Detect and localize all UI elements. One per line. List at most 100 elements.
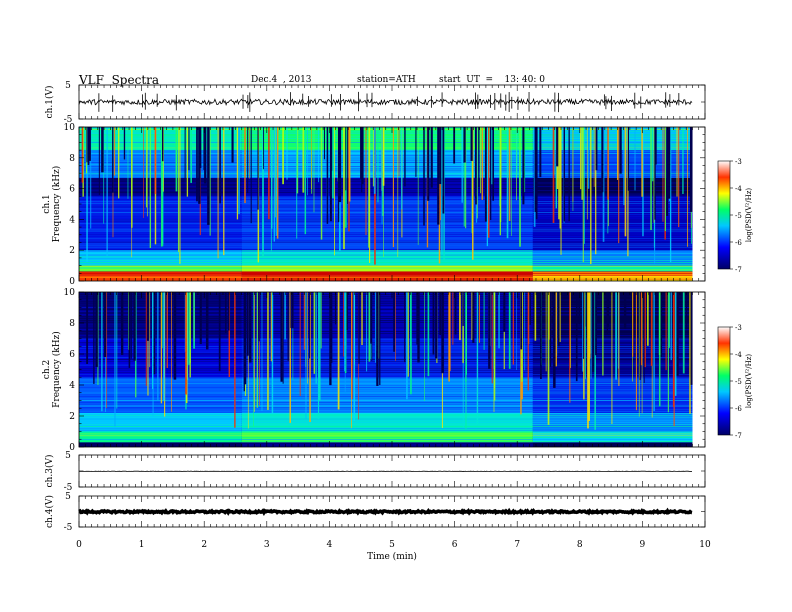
spectrogram-stripe <box>79 184 693 186</box>
spectrogram-stripe <box>79 165 693 167</box>
spectrogram-gap <box>98 127 100 195</box>
spectrogram-stripe <box>79 299 693 301</box>
y-tick-label: 5 <box>65 492 71 502</box>
spectrogram-stripe <box>79 426 693 427</box>
spectrogram-stripe <box>79 405 693 407</box>
spectrogram-stripe <box>79 418 693 420</box>
spectrogram-gap <box>654 127 656 220</box>
y-tick-label: 10 <box>64 288 76 298</box>
spectrogram-gap <box>549 292 552 368</box>
spectrogram-stripe <box>79 189 693 191</box>
spectrogram-gap <box>329 292 333 363</box>
spectrogram-stripe <box>79 413 693 414</box>
spectrogram-streak <box>307 292 308 384</box>
spectrogram-stripe <box>79 411 693 412</box>
spectrogram-streak <box>163 292 165 401</box>
spectrogram-streak <box>249 127 250 179</box>
spectrogram-gap <box>248 292 252 363</box>
spectrogram-stripe <box>79 366 693 368</box>
spectrogram-streak <box>559 292 561 343</box>
spectrogram-gap <box>660 292 663 358</box>
spectrogram-gap <box>199 292 202 345</box>
spectrogram-streak <box>617 292 619 369</box>
spectrogram-streak <box>101 292 103 412</box>
spectrogram-streak <box>103 127 105 224</box>
spectrogram-gap <box>258 292 260 342</box>
colorbar-tick-label: -6 <box>735 239 742 247</box>
spectrogram-streak <box>644 292 646 368</box>
spectrogram-streak <box>478 292 480 343</box>
spectrogram-gap <box>337 127 340 223</box>
spectrogram-gap <box>556 127 559 167</box>
spectrogram-stripe <box>79 249 693 250</box>
spectrogram-gap <box>595 127 598 171</box>
spectrogram-stripe <box>79 204 693 206</box>
spectrogram-stripe <box>79 145 693 147</box>
spectrogram-streak <box>368 127 371 263</box>
start-time-label: start UT = 13: 40: 0 <box>439 75 545 85</box>
spectrogram-streak <box>149 292 151 368</box>
spectrogram-stripe <box>79 347 693 349</box>
spectrogram-streak <box>320 127 323 240</box>
spectrogram-band <box>241 250 533 266</box>
spectrogram-band <box>241 265 533 272</box>
spectrogram-streak <box>259 292 260 406</box>
spectrogram-stripe <box>79 267 693 269</box>
colorbars-layer: -3 -4 -5 -6 -7 log(PSD(V²/Hz) -3 -4 -5 -6 -7 log(PS… <box>717 158 753 440</box>
spectrogram-stripe <box>79 136 693 138</box>
spectrogram-stripe <box>79 141 693 143</box>
spectrogram-stripe <box>79 149 693 151</box>
colorbar-tick-label: -7 <box>735 266 742 274</box>
spectrogram-streak <box>635 292 637 411</box>
spectrogram-stripe <box>79 381 693 383</box>
spectrogram-streak <box>118 127 120 199</box>
x-tick-label: 6 <box>452 540 458 550</box>
spectrogram-stripe <box>79 258 693 260</box>
y-tick-label: -5 <box>64 523 73 533</box>
spectrogram-band <box>532 250 693 266</box>
y-axis-label: ch.4(V) <box>44 495 55 528</box>
spectrogram-gap <box>540 292 542 379</box>
spectrogram-streak <box>313 127 315 213</box>
spectrogram-streak <box>466 292 467 375</box>
spectrogram-stripe <box>79 308 693 310</box>
spectrogram-streak <box>689 292 691 414</box>
colorbar-label: log(PSD(V²/Hz) <box>745 354 753 409</box>
spectrogram-streak <box>398 127 400 177</box>
spectrogram-stripe <box>79 420 693 422</box>
spectrogram-streak <box>623 127 625 206</box>
spectrogram-stripe <box>79 252 693 254</box>
spectrogram-streak <box>580 127 582 190</box>
spectrogram-streak <box>674 292 677 396</box>
spectrogram-stripe <box>79 134 693 136</box>
colorbar-tick-label: -4 <box>735 185 742 193</box>
spectrogram-streak <box>383 127 384 257</box>
spectrogram-streak <box>618 292 620 386</box>
spectrogram-stripe <box>79 140 693 141</box>
x-tick-label: 8 <box>577 540 583 550</box>
spectrogram-streak <box>670 292 672 361</box>
spectrogram-gap <box>606 292 608 335</box>
spectrogram-streak <box>188 292 190 365</box>
spectrogram-stripe <box>79 226 693 228</box>
spectrogram-stripe <box>79 394 693 396</box>
spectrogram-gap <box>338 127 342 203</box>
spectrogram-streak <box>276 127 279 239</box>
spectrogram-streak <box>653 292 655 412</box>
spectrogram-streak <box>319 292 321 401</box>
spectrogram-stripe <box>79 202 693 204</box>
spectrogram-stripe <box>79 214 693 215</box>
spectrogram-stripe <box>79 333 693 334</box>
y-tick-label: 5 <box>65 451 71 461</box>
spectrogram-gap <box>207 127 210 225</box>
spectrogram-gap <box>257 127 259 210</box>
spectrogram-stripe <box>79 232 693 234</box>
spectrogram-streak <box>353 292 356 421</box>
spectrogram-streak <box>377 127 379 203</box>
spectrogram-streak <box>145 127 148 208</box>
spectrogram-streak <box>665 292 667 371</box>
spectrogram-stripe <box>79 409 693 411</box>
spectrogram-streak <box>585 292 586 379</box>
spectrogram-streak <box>179 127 181 264</box>
spectrogram-gap <box>243 292 245 392</box>
